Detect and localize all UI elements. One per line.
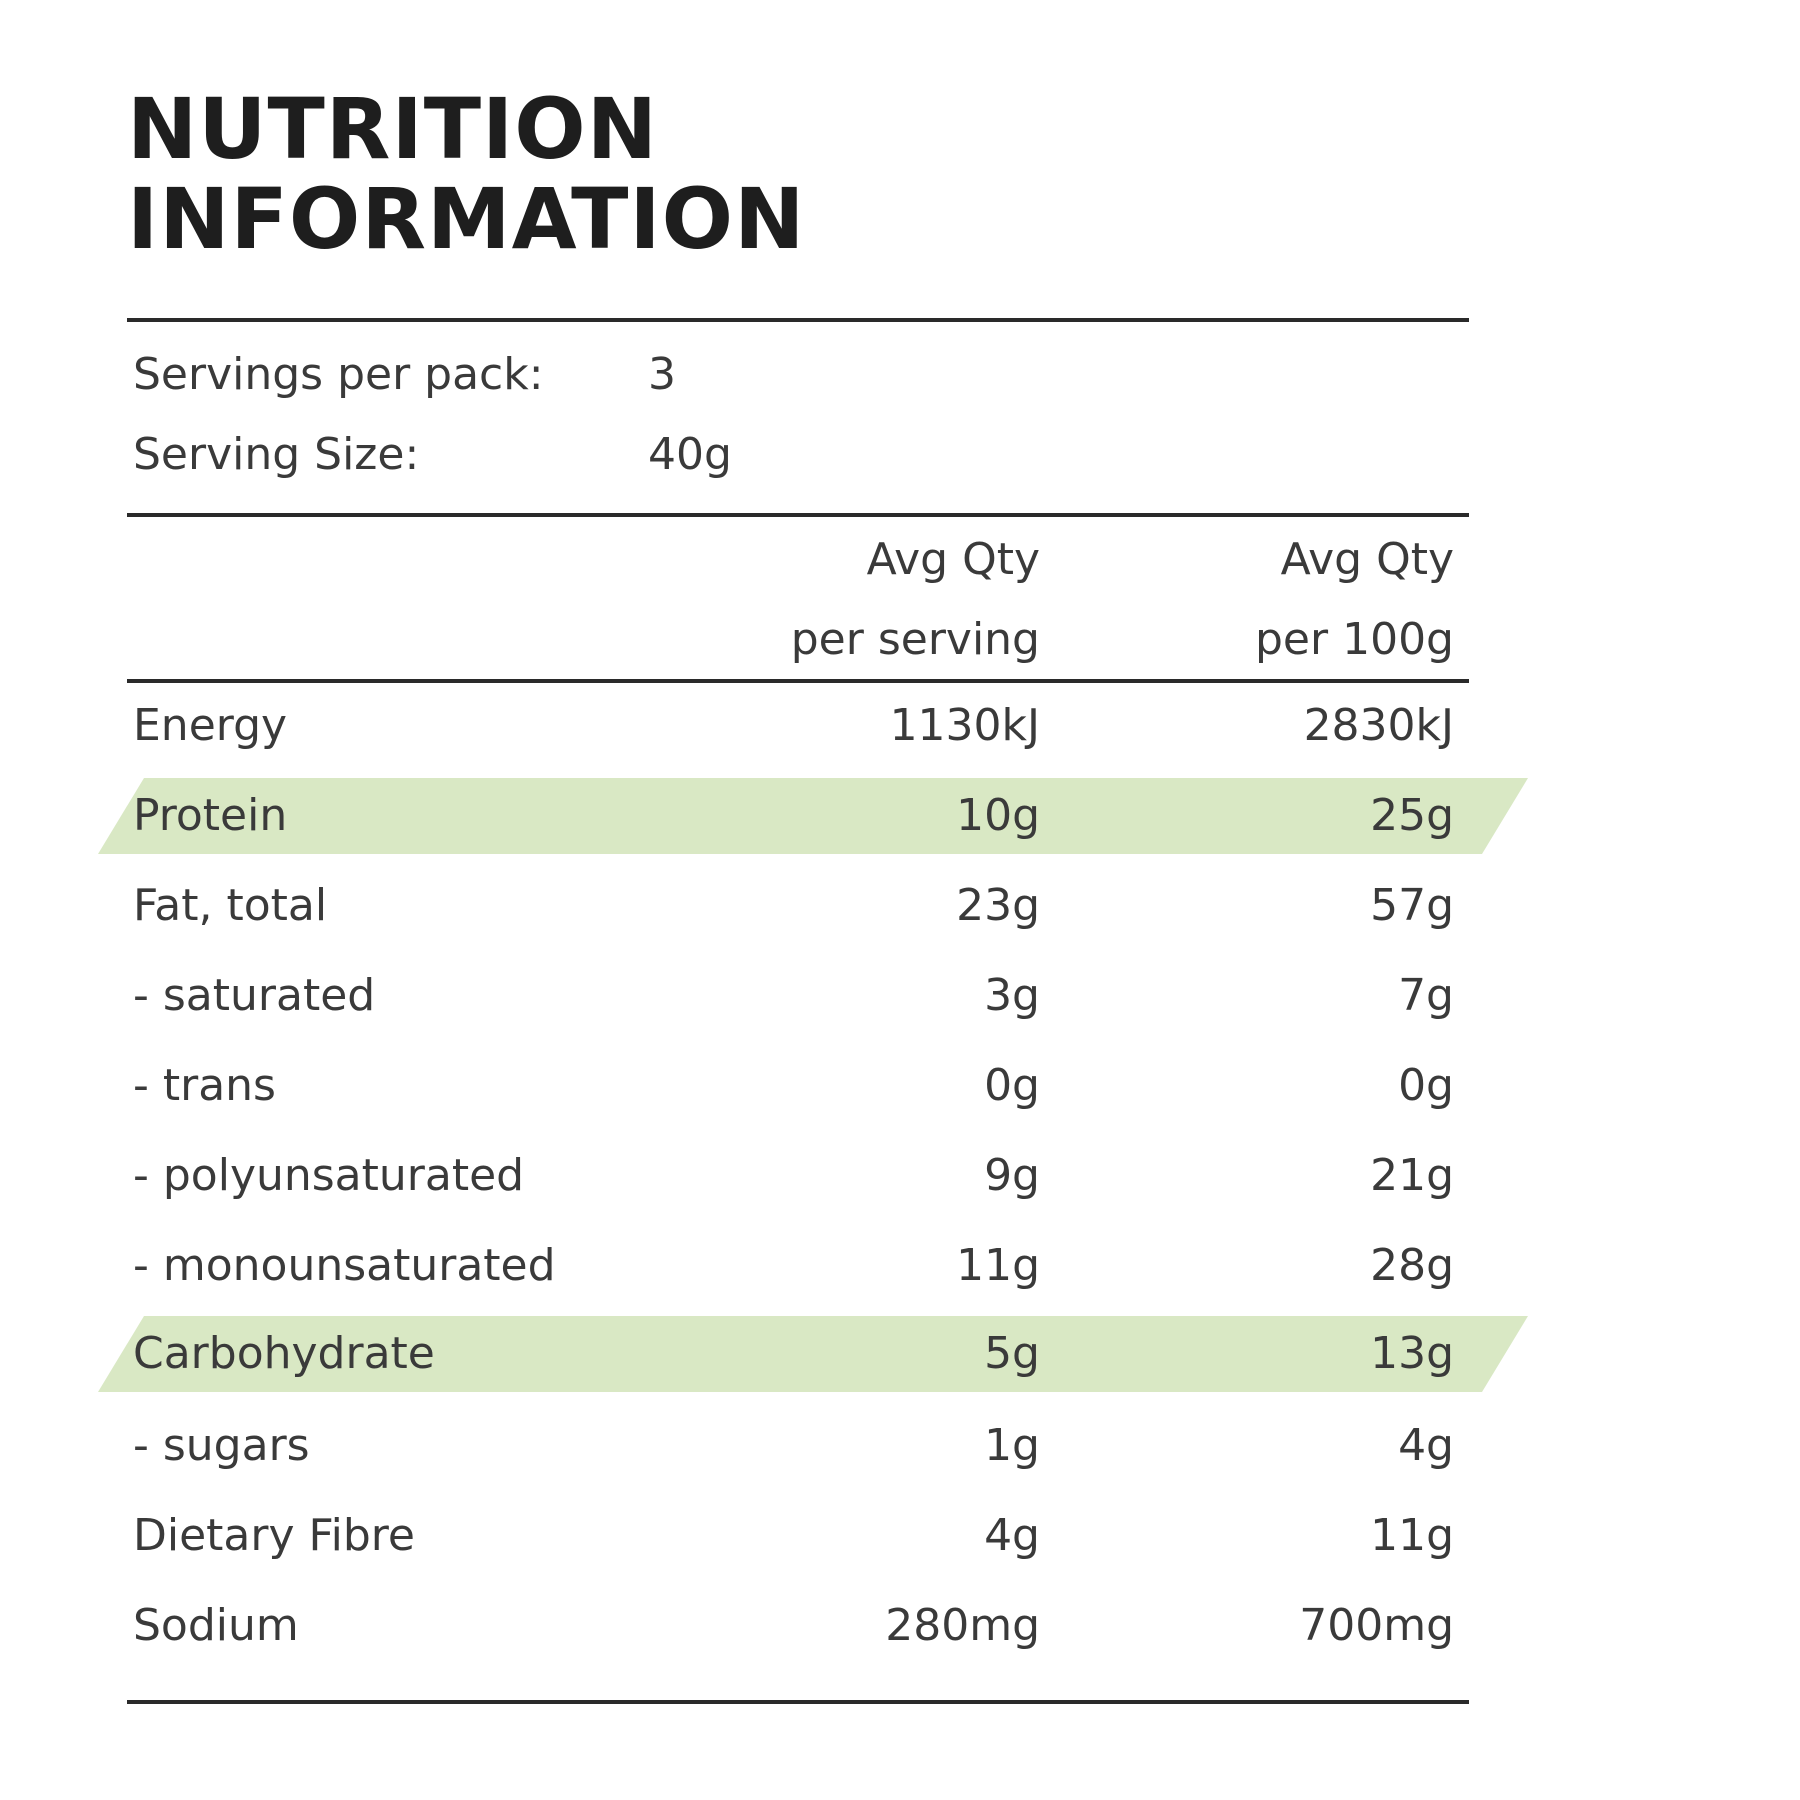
per-serving-value: 1g: [984, 1420, 1040, 1471]
table-row: Sodium 280mg 700mg: [0, 1588, 1800, 1664]
table-row: Fat, total 23g 57g: [0, 868, 1800, 944]
title-line-2: INFORMATION: [127, 170, 806, 268]
serving-size-value: 40g: [648, 429, 732, 480]
nutrient-name: Carbohydrate: [133, 1328, 435, 1379]
bottom-divider: [127, 1700, 1469, 1704]
per-100g-value: 25g: [1370, 790, 1454, 841]
per-serving-value: 5g: [984, 1328, 1040, 1379]
top-divider: [127, 318, 1469, 322]
nutrient-name: - monounsaturated: [133, 1240, 556, 1291]
per-100g-value: 2830kJ: [1303, 700, 1454, 751]
per-serving-value: 1130kJ: [889, 700, 1040, 751]
per-serving-value: 23g: [956, 880, 1040, 931]
table-row: Energy 1130kJ 2830kJ: [0, 688, 1800, 764]
column-header-per-serving-line-1: Avg Qty: [866, 534, 1040, 585]
per-serving-value: 11g: [956, 1240, 1040, 1291]
table-row: - saturated 3g 7g: [0, 958, 1800, 1034]
per-100g-value: 21g: [1370, 1150, 1454, 1201]
per-100g-value: 7g: [1398, 970, 1454, 1021]
table-row: - polyunsaturated 9g 21g: [0, 1138, 1800, 1214]
table-row: - trans 0g 0g: [0, 1048, 1800, 1124]
per-serving-value: 280mg: [885, 1600, 1040, 1651]
table-row: Protein 10g 25g: [0, 778, 1800, 854]
nutrient-name: Dietary Fibre: [133, 1510, 415, 1561]
servings-per-pack-label: Servings per pack:: [133, 349, 544, 400]
serving-size-label: Serving Size:: [133, 429, 420, 480]
table-row: Carbohydrate 5g 13g: [0, 1316, 1800, 1392]
per-100g-value: 57g: [1370, 880, 1454, 931]
column-header-per-100g-line-2: per 100g: [1255, 614, 1454, 665]
header-divider: [127, 679, 1469, 683]
table-row: - sugars 1g 4g: [0, 1408, 1800, 1484]
per-serving-value: 3g: [984, 970, 1040, 1021]
title-line-1: NUTRITION: [127, 80, 659, 178]
per-serving-value: 10g: [956, 790, 1040, 841]
nutrient-name: Protein: [133, 790, 288, 841]
nutrient-name: - trans: [133, 1060, 276, 1111]
column-header-per-100g-line-1: Avg Qty: [1280, 534, 1454, 585]
nutrient-name: Energy: [133, 700, 288, 751]
per-100g-value: 28g: [1370, 1240, 1454, 1291]
column-header-per-100g: Avg Qty per 100g: [1255, 520, 1454, 680]
table-row: Dietary Fibre 4g 11g: [0, 1498, 1800, 1574]
page-title: NUTRITION INFORMATION: [127, 84, 805, 264]
per-serving-value: 0g: [984, 1060, 1040, 1111]
servings-divider: [127, 513, 1469, 517]
nutrient-name: - sugars: [133, 1420, 310, 1471]
nutrient-name: Fat, total: [133, 880, 328, 931]
per-100g-value: 13g: [1370, 1328, 1454, 1379]
column-header-per-serving: Avg Qty per serving: [791, 520, 1040, 680]
nutrient-name: Sodium: [133, 1600, 299, 1651]
per-100g-value: 700mg: [1299, 1600, 1454, 1651]
per-serving-value: 4g: [984, 1510, 1040, 1561]
column-header-per-serving-line-2: per serving: [790, 614, 1040, 665]
per-100g-value: 11g: [1370, 1510, 1454, 1561]
table-row: - monounsaturated 11g 28g: [0, 1228, 1800, 1304]
per-100g-value: 0g: [1398, 1060, 1454, 1111]
servings-per-pack-value: 3: [648, 349, 676, 400]
nutrient-name: - saturated: [133, 970, 376, 1021]
highlight-band: [98, 1316, 1528, 1392]
nutrient-name: - polyunsaturated: [133, 1150, 525, 1201]
per-100g-value: 4g: [1398, 1420, 1454, 1471]
per-serving-value: 9g: [984, 1150, 1040, 1201]
highlight-band: [98, 778, 1528, 854]
